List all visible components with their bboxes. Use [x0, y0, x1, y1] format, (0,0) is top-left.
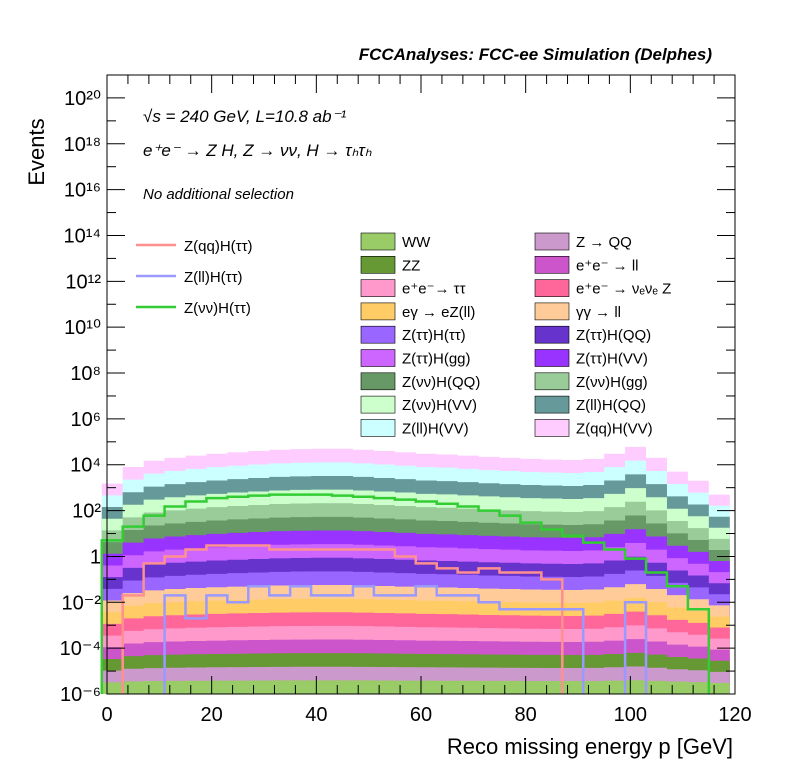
y-axis-label: Events: [24, 118, 49, 185]
stack-layer: [101, 680, 730, 694]
y-tick-label: 10¹⁴: [64, 225, 102, 247]
legend-entry-label: Z(νν)H(QQ): [402, 374, 480, 391]
legend-color-swatch: [360, 419, 396, 437]
y-tick-label: 10⁻⁴: [60, 638, 101, 660]
legend-color-swatch: [534, 419, 570, 437]
signal-line: [121, 544, 564, 694]
y-tick-label: 10¹⁰: [64, 317, 101, 339]
legend-entry-label: Z(ll)H(ττ): [184, 269, 243, 286]
y-tick-label: 10²: [72, 501, 101, 523]
legend-entry-label: e⁺e⁻ → ll: [576, 257, 639, 274]
legend-color-swatch: [534, 349, 570, 367]
x-tick-label: 40: [305, 704, 327, 726]
legend-signal: Z(qq)H(ττ) Z(ll)H(ττ) Z(νν)H(ττ): [136, 238, 253, 317]
y-tick-label: 10¹²: [65, 271, 101, 293]
y-tick-label: 10⁻⁶: [60, 684, 101, 706]
legend-color-swatch: [534, 395, 570, 414]
legend-color-swatch: [534, 325, 570, 344]
legend-entry-label: Z(ll)H(VV): [402, 420, 469, 437]
legend-entry-label: Z(qq)H(ττ): [184, 238, 253, 255]
legend-color-swatch: [534, 255, 570, 274]
legend-entry-label: Z(qq)H(VV): [576, 420, 653, 437]
legend-entry-label: Z(ll)H(QQ): [576, 397, 646, 414]
legend-color-swatch: [360, 325, 396, 344]
legend-color-swatch: [360, 255, 396, 274]
legend-color-swatch: [534, 372, 570, 391]
legend-entry-label: Z(νν)H(gg): [576, 374, 648, 391]
legend-entry-label: WW: [402, 234, 431, 251]
y-tick-label: 1: [90, 546, 101, 568]
legend-entry-label: Z(νν)H(ττ): [184, 300, 251, 317]
legend-entry-label: Z(ττ)H(VV): [576, 351, 648, 368]
y-tick-label: 10²⁰: [64, 88, 101, 110]
x-tick-label: 20: [201, 704, 223, 726]
signal-line: [100, 493, 711, 694]
y-tick-label: 10⁴: [70, 455, 101, 477]
legend-color-swatch: [360, 395, 396, 414]
legend-entry-label: ZZ: [402, 257, 420, 274]
legend-entry-label: Z → QQ: [576, 234, 632, 251]
legend-color-swatch: [534, 279, 570, 297]
annotation-energy-lumi: √s = 240 GeV, L=10.8 ab⁻¹: [143, 107, 347, 126]
x-tick-label: 60: [410, 704, 432, 726]
x-axis-label: Reco missing energy p [GeV]: [447, 734, 733, 759]
legend-color-swatch: [360, 279, 396, 297]
legend-color-swatch: [360, 232, 396, 251]
y-tick-label: 10⁸: [70, 363, 101, 385]
y-tick-label: 10¹⁸: [64, 134, 101, 156]
annotation-selection: No additional selection: [143, 186, 294, 203]
chart-header-title: FCCAnalyses: FCC-ee Simulation (Delphes): [359, 45, 713, 64]
x-tick-label: 80: [515, 704, 537, 726]
legend-color-swatch: [360, 349, 396, 367]
legend-entry-label: Z(ττ)H(QQ): [576, 327, 651, 344]
legend-entry-label: Z(ττ)H(ττ): [402, 327, 466, 344]
legend-entry-label: e⁺e⁻ → νₑνₑ Z: [576, 281, 671, 298]
y-tick-label: 10⁶: [71, 409, 101, 431]
x-tick-label: 100: [614, 704, 647, 726]
legend-entry-label: Z(ττ)H(gg): [402, 351, 471, 368]
x-tick-label: 120: [718, 704, 751, 726]
legend-background: WW Z → QQ ZZ e⁺e⁻ → ll e⁺e⁻→ ττ e⁺e⁻ → νₑνₑ Z…: [360, 232, 671, 437]
legend-color-swatch: [360, 302, 396, 321]
plot-frame: [106, 74, 736, 695]
legend-entry-label: eγ → eZ(ll): [402, 304, 475, 321]
legend-entry-label: γγ → ll: [576, 304, 621, 321]
x-tick-label: 0: [101, 704, 112, 726]
y-tick-label: 10⁻²: [62, 592, 102, 614]
y-tick-label: 10¹⁶: [64, 180, 101, 202]
annotation-process: e⁺e⁻ → Z H, Z → νν, H → τₕτₕ: [143, 141, 372, 160]
legend-entry-label: Z(νν)H(VV): [402, 397, 477, 414]
legend-color-swatch: [534, 232, 570, 251]
legend-entry-label: e⁺e⁻→ ττ: [402, 281, 466, 298]
legend-color-swatch: [360, 372, 396, 391]
signal-line: [163, 585, 648, 694]
legend-color-swatch: [534, 302, 570, 321]
